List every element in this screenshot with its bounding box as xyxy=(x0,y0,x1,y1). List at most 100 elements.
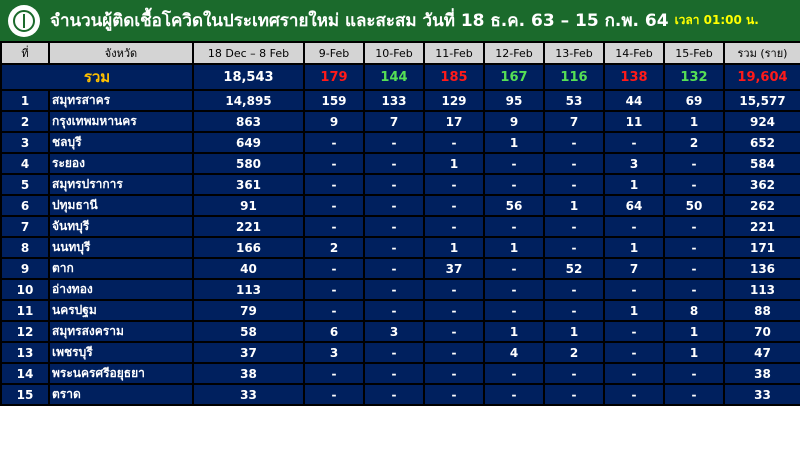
province-name: กรุงเทพมหานคร xyxy=(48,110,194,133)
daily-count: 52 xyxy=(543,257,605,280)
base-count: 58 xyxy=(192,320,305,343)
daily-count: - xyxy=(363,152,425,175)
row-number: 11 xyxy=(0,299,50,322)
province-name: นครปฐม xyxy=(48,299,194,322)
row-number: 8 xyxy=(0,236,50,259)
daily-count: 7 xyxy=(603,257,665,280)
daily-count: 132 xyxy=(663,63,725,91)
province-name: เพชรบุรี xyxy=(48,341,194,364)
row-number: 6 xyxy=(0,194,50,217)
daily-count: - xyxy=(483,383,545,406)
row-number: 9 xyxy=(0,257,50,280)
row-number: 10 xyxy=(0,278,50,301)
province-name: พระนครศรีอยุธยา xyxy=(48,362,194,385)
daily-count: - xyxy=(663,257,725,280)
daily-count: - xyxy=(363,278,425,301)
row-number: 13 xyxy=(0,341,50,364)
daily-count: - xyxy=(603,383,665,406)
daily-count: - xyxy=(423,173,485,196)
daily-count: - xyxy=(363,173,425,196)
daily-count: - xyxy=(603,341,665,364)
base-count: 91 xyxy=(192,194,305,217)
table-row: 7 จันทบุรี 221- - - - - - -221 xyxy=(0,215,800,238)
header-banner: จำนวนผู้ติดเชื้อโควิดในประเทศรายใหม่ และ… xyxy=(0,0,800,41)
table-row: 5 สมุทรปราการ 361- - - - -1-362 xyxy=(0,173,800,196)
daily-count: - xyxy=(303,194,365,217)
daily-count: 2 xyxy=(543,341,605,364)
daily-count: - xyxy=(543,299,605,322)
table-row: 15 ตราด 33- - - - - - -33 xyxy=(0,383,800,406)
total-row: รวม 18,543 179 144 185 167 116 138 132 19,604 xyxy=(0,63,800,91)
daily-count: - xyxy=(303,131,365,154)
sum-count: 584 xyxy=(723,152,800,175)
covid-cases-table: ที่ จังหวัด 18 Dec – 8 Feb 9-Feb 10-Feb 11-Fe… xyxy=(0,41,800,406)
total-label: รวม xyxy=(0,63,194,91)
daily-count: - xyxy=(363,194,425,217)
daily-count: - xyxy=(303,278,365,301)
daily-count: - xyxy=(543,131,605,154)
ministry-logo-icon xyxy=(8,4,40,37)
daily-count: 7 xyxy=(543,110,605,133)
daily-count: - xyxy=(663,383,725,406)
daily-count: 1 xyxy=(663,110,725,133)
sum-count: 171 xyxy=(723,236,800,259)
table-row: 13 เพชรบุรี 37 3- -4 2-1 47 xyxy=(0,341,800,364)
daily-count: 3 xyxy=(303,341,365,364)
row-number: 15 xyxy=(0,383,50,406)
daily-count: 95 xyxy=(483,89,545,112)
base-count: 33 xyxy=(192,383,305,406)
table-row: 10 อ่างทอง 113- - - - - - -113 xyxy=(0,278,800,301)
column-header: จังหวัด xyxy=(48,41,194,65)
sum-count: 262 xyxy=(723,194,800,217)
province-name: อ่างทอง xyxy=(48,278,194,301)
province-name: ปทุมธานี xyxy=(48,194,194,217)
daily-count: 6 xyxy=(303,320,365,343)
base-count: 79 xyxy=(192,299,305,322)
daily-count: 11 xyxy=(603,110,665,133)
daily-count: 138 xyxy=(603,63,665,91)
daily-count: 144 xyxy=(363,63,425,91)
daily-count: 64 xyxy=(603,194,665,217)
daily-count: - xyxy=(603,131,665,154)
daily-count: - xyxy=(303,173,365,196)
daily-count: 133 xyxy=(363,89,425,112)
daily-count: - xyxy=(423,299,485,322)
column-header: 9-Feb xyxy=(303,41,365,65)
daily-count: - xyxy=(363,341,425,364)
daily-count: - xyxy=(363,257,425,280)
table-row: 12 สมุทรสงคราม 58 6 3-1 1-1 70 xyxy=(0,320,800,343)
province-name: สมุทรสาคร xyxy=(48,89,194,112)
row-number: 1 xyxy=(0,89,50,112)
base-count: 113 xyxy=(192,278,305,301)
column-header: 12-Feb xyxy=(483,41,545,65)
daily-count: - xyxy=(603,215,665,238)
daily-count: - xyxy=(303,215,365,238)
daily-count: 1 xyxy=(423,236,485,259)
sum-count: 70 xyxy=(723,320,800,343)
column-header: 15-Feb xyxy=(663,41,725,65)
table-row: 8 นนทบุรี 166 2-1 1-1-171 xyxy=(0,236,800,259)
daily-count: 7 xyxy=(363,110,425,133)
daily-count: - xyxy=(603,320,665,343)
daily-count: 1 xyxy=(543,194,605,217)
daily-count: 167 xyxy=(483,63,545,91)
daily-count: 69 xyxy=(663,89,725,112)
daily-count: - xyxy=(543,383,605,406)
base-count: 221 xyxy=(192,215,305,238)
daily-count: 1 xyxy=(543,320,605,343)
base-count: 649 xyxy=(192,131,305,154)
sum-count: 15,577 xyxy=(723,89,800,112)
daily-count: - xyxy=(603,362,665,385)
daily-count: 44 xyxy=(603,89,665,112)
daily-count: - xyxy=(423,194,485,217)
daily-count: - xyxy=(303,152,365,175)
row-number: 5 xyxy=(0,173,50,196)
daily-count: 37 xyxy=(423,257,485,280)
daily-count: - xyxy=(423,320,485,343)
sum-count: 136 xyxy=(723,257,800,280)
base-count: 38 xyxy=(192,362,305,385)
daily-count: - xyxy=(543,152,605,175)
row-number: 3 xyxy=(0,131,50,154)
daily-count: 56 xyxy=(483,194,545,217)
daily-count: 53 xyxy=(543,89,605,112)
